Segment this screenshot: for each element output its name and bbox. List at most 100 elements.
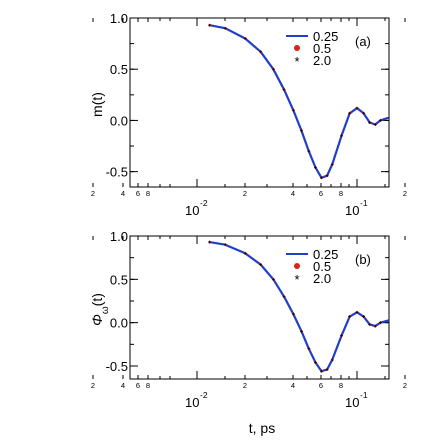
panel-b-x-decade-exponent: -1 xyxy=(360,390,368,400)
panel-b-x-minor-tick-label: 4 xyxy=(121,381,125,390)
panel-b-series-point xyxy=(282,295,286,299)
panel-a-series-point xyxy=(259,50,263,54)
panel-a-x-minor-tick-label: 6 xyxy=(319,189,323,198)
panel-b-legend-label: 2.0 xyxy=(313,271,331,286)
panel-b-series-point xyxy=(378,321,382,325)
panel-a-y-tick-label: 0.5 xyxy=(110,62,128,77)
panel-a: 1.00.50.0-0.5246824682410-210-1m(t)0.250… xyxy=(89,11,422,218)
panel-b-series-point xyxy=(410,321,413,324)
panel-b-x-minor-tick-label: 2 xyxy=(91,381,95,390)
panel-b-series-point xyxy=(320,369,323,373)
panel-b-series-point xyxy=(271,277,275,281)
panel-a-series-point xyxy=(314,166,317,169)
panel-b-x-axis-title: t, ps xyxy=(249,420,275,436)
panel-b-y-axis-label-sub: ω xyxy=(100,306,111,314)
panel-a-x-minor-tick-label: 8 xyxy=(339,189,343,198)
panel-b-x-decade-base: 10 xyxy=(345,395,359,410)
panel-a-y-tick-label: -0.5 xyxy=(106,165,128,180)
panel-a-series-point xyxy=(388,117,389,118)
panel-a-series-point xyxy=(348,111,352,115)
panel-a-series-point xyxy=(243,37,247,40)
panel-b-legend-swatch-dot xyxy=(294,263,300,269)
panel-a-y-tick-label: 0.0 xyxy=(110,113,128,128)
panel-b-y-tick-label: 0.5 xyxy=(110,272,128,287)
panel-a-x-decade-exponent: -2 xyxy=(200,198,208,208)
panel-b: 1.00.50.0-0.5246824682410-210-1Φω(t)0.25… xyxy=(89,229,422,436)
panel-a-x-minor-tick-label: 2 xyxy=(403,189,407,198)
panel-b-series-point xyxy=(291,312,295,316)
panel-a-series-point xyxy=(373,123,377,126)
panel-b-x-decade-exponent: -2 xyxy=(200,390,208,400)
panel-b-plot-frame xyxy=(129,235,390,380)
panel-a-x-minor-tick-label: 4 xyxy=(291,189,295,198)
panel-a-series-point xyxy=(419,119,422,122)
panel-a-series-point xyxy=(368,121,372,124)
panel-a-panel-label: (a) xyxy=(355,34,371,49)
panel-b-x-minor-tick-label: 8 xyxy=(339,381,343,390)
panel-b-series-point xyxy=(208,240,212,244)
panel-b-series-point xyxy=(373,324,377,328)
panel-b-y-tick-label: 1.0 xyxy=(110,229,128,244)
panel-a-x-minor-tick-label: 6 xyxy=(136,189,140,198)
panel-a-x-decade-base: 10 xyxy=(185,203,199,218)
panel-a-legend-swatch-dot xyxy=(294,45,300,51)
panel-a-series-point xyxy=(208,23,212,27)
panel-b-series-point xyxy=(410,321,413,324)
panel-b-series-point xyxy=(397,322,400,325)
panel-a-series-point xyxy=(325,174,329,178)
panel-b-x-minor-tick-label: 2 xyxy=(243,381,247,390)
panel-a-x-minor-tick-label: 2 xyxy=(243,189,247,198)
panel-a-legend-label: 0.5 xyxy=(313,41,331,56)
panel-b-y-tick-label: 0.0 xyxy=(110,316,128,331)
panel-a-series-point xyxy=(307,149,311,153)
panel-b-legend-swatch-star: * xyxy=(294,272,299,287)
panel-a-series-point xyxy=(410,119,413,122)
panel-a-series-point xyxy=(320,176,323,180)
panel-b-series-point xyxy=(330,358,334,362)
panel-b-legend-label: 0.5 xyxy=(313,259,331,274)
panel-a-series-point xyxy=(223,26,227,30)
panel-b-y-axis-label-tail: (t) xyxy=(89,293,105,306)
panel-a-x-minor-tick-label: 4 xyxy=(121,189,125,198)
panel-b-series-point xyxy=(300,329,303,333)
panel-b-series-point xyxy=(348,315,352,318)
panel-b-x-decade-base: 10 xyxy=(185,395,199,410)
panel-a-series-point xyxy=(404,118,407,121)
panel-a-x-decade-base: 10 xyxy=(345,203,359,218)
panel-a-series-point xyxy=(396,120,399,123)
panel-b-series-point xyxy=(355,310,359,314)
panel-a-series-point xyxy=(282,88,286,92)
panel-b-series-point xyxy=(362,315,366,318)
panel-b-series-point xyxy=(259,263,263,266)
panel-a-series-point xyxy=(419,119,422,122)
panel-b-series-point xyxy=(314,361,317,364)
panel-b-series-point xyxy=(388,319,389,321)
panel-a-series-point xyxy=(397,120,400,123)
panel-a-series-point xyxy=(362,111,366,115)
panel-a-series-point xyxy=(330,163,334,166)
panel-b-legend-label: 0.25 xyxy=(313,247,338,262)
panel-a-legend-swatch-star: * xyxy=(294,54,299,69)
panel-a-x-decade-exponent: -1 xyxy=(360,198,368,208)
panel-b-series-point xyxy=(307,347,311,351)
panel-b-series-point xyxy=(223,243,227,247)
panel-a-legend-label: 0.25 xyxy=(313,29,338,44)
panel-a-x-minor-tick-label: 8 xyxy=(146,189,150,198)
panel-a-y-tick-label: 1.0 xyxy=(110,11,128,26)
panel-b-series-point xyxy=(368,323,372,326)
panel-b-series-point xyxy=(340,334,343,338)
panel-a-series-2.0 xyxy=(208,23,422,180)
panel-a-series-point xyxy=(378,119,382,122)
panel-b-x-minor-tick-label: 6 xyxy=(136,381,140,390)
panel-a-series-point xyxy=(404,118,407,121)
panel-a-x-minor-tick-label: 2 xyxy=(91,189,95,198)
panel-a-y-axis-label: m(t) xyxy=(89,92,105,117)
panel-a-series-point xyxy=(291,108,295,112)
panel-b-series-point xyxy=(404,320,407,323)
panel-a-series-point xyxy=(340,134,343,138)
panel-b-x-minor-tick-label: 8 xyxy=(146,381,150,390)
panel-b-y-axis-label: Φω(t) xyxy=(89,293,111,326)
panel-b-series-point xyxy=(419,321,422,324)
